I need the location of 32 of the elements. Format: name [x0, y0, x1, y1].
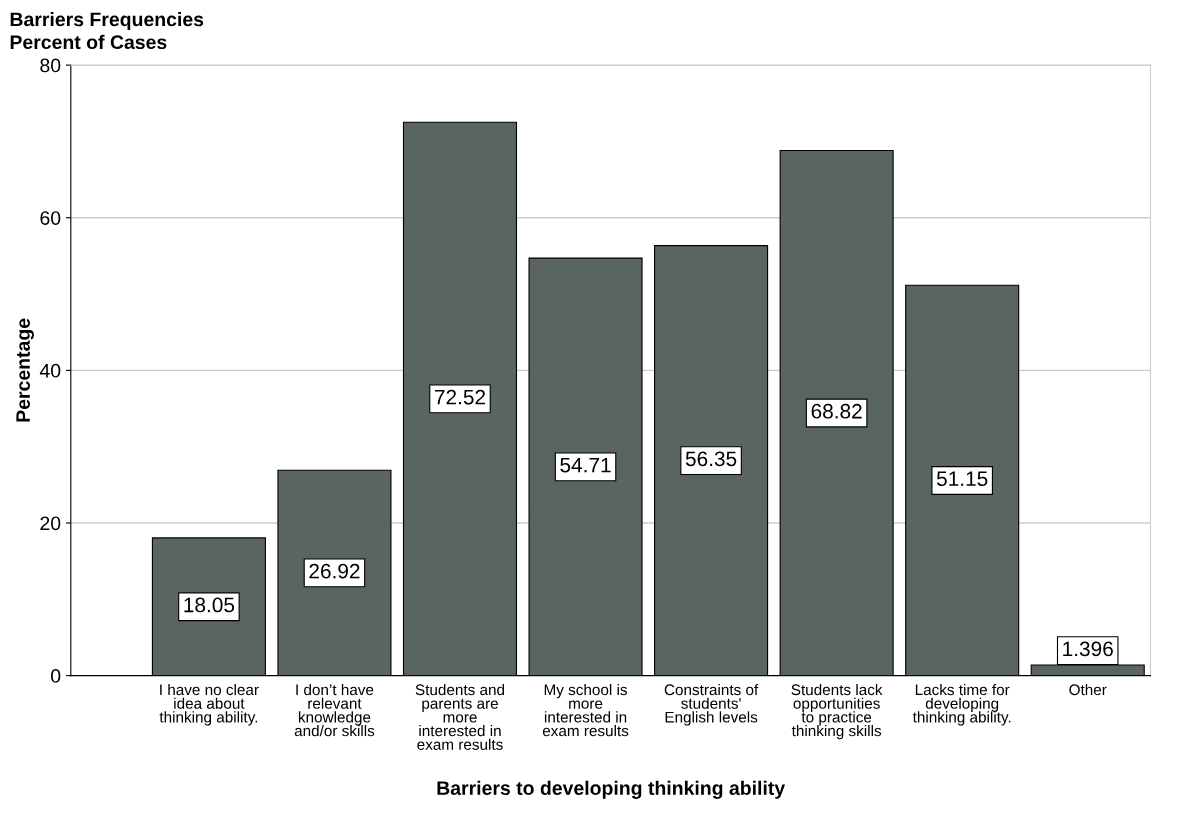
x-tick-label: Lacks time for developing thinking ability. — [912, 683, 1011, 726]
bar — [905, 284, 1020, 676]
data-label: 18.05 — [184, 597, 235, 613]
y-axis-title: Percentage — [16, 318, 34, 422]
bar — [779, 149, 894, 676]
bar — [528, 257, 643, 676]
y-tick-label: 20 — [40, 516, 61, 531]
y-tick-label: 80 — [40, 58, 61, 73]
y-tick-label: 40 — [39, 363, 61, 378]
data-label: 56.35 — [685, 451, 737, 467]
bar — [277, 469, 392, 676]
bar — [654, 245, 769, 676]
x-tick-label: My school is more interested in exam results — [542, 683, 629, 737]
data-label: 68.82 — [811, 403, 862, 419]
x-tick-label: I have no clear idea about thinking ability. — [159, 683, 259, 726]
bar — [402, 121, 518, 676]
data-label: 26.92 — [309, 563, 360, 579]
x-tick-label: Constraints of students' English levels — [664, 683, 759, 726]
x-tick-label: I don’t have relevant knowledge and/or skills — [294, 683, 375, 737]
x-axis-title: Barriers to developing thinking ability — [437, 780, 786, 799]
x-tick-label: Students lack opportunities to practice thinking skills — [791, 683, 883, 740]
data-label: 54.71 — [560, 457, 611, 473]
y-tick-label: 0 — [51, 669, 61, 683]
chart-subtitle: Percent of Cases — [10, 34, 167, 50]
x-tick-label: Students and parents are more interested in exam results — [415, 683, 505, 750]
chart-title: Barriers Frequencies — [10, 11, 204, 31]
y-tick-label: 60 — [40, 211, 61, 225]
data-label: 72.52 — [435, 389, 486, 405]
data-label: 51.15 — [936, 471, 988, 487]
data-label: 1.396 — [1063, 641, 1113, 657]
x-tick-label: Other — [1069, 683, 1107, 696]
bar — [151, 537, 266, 676]
